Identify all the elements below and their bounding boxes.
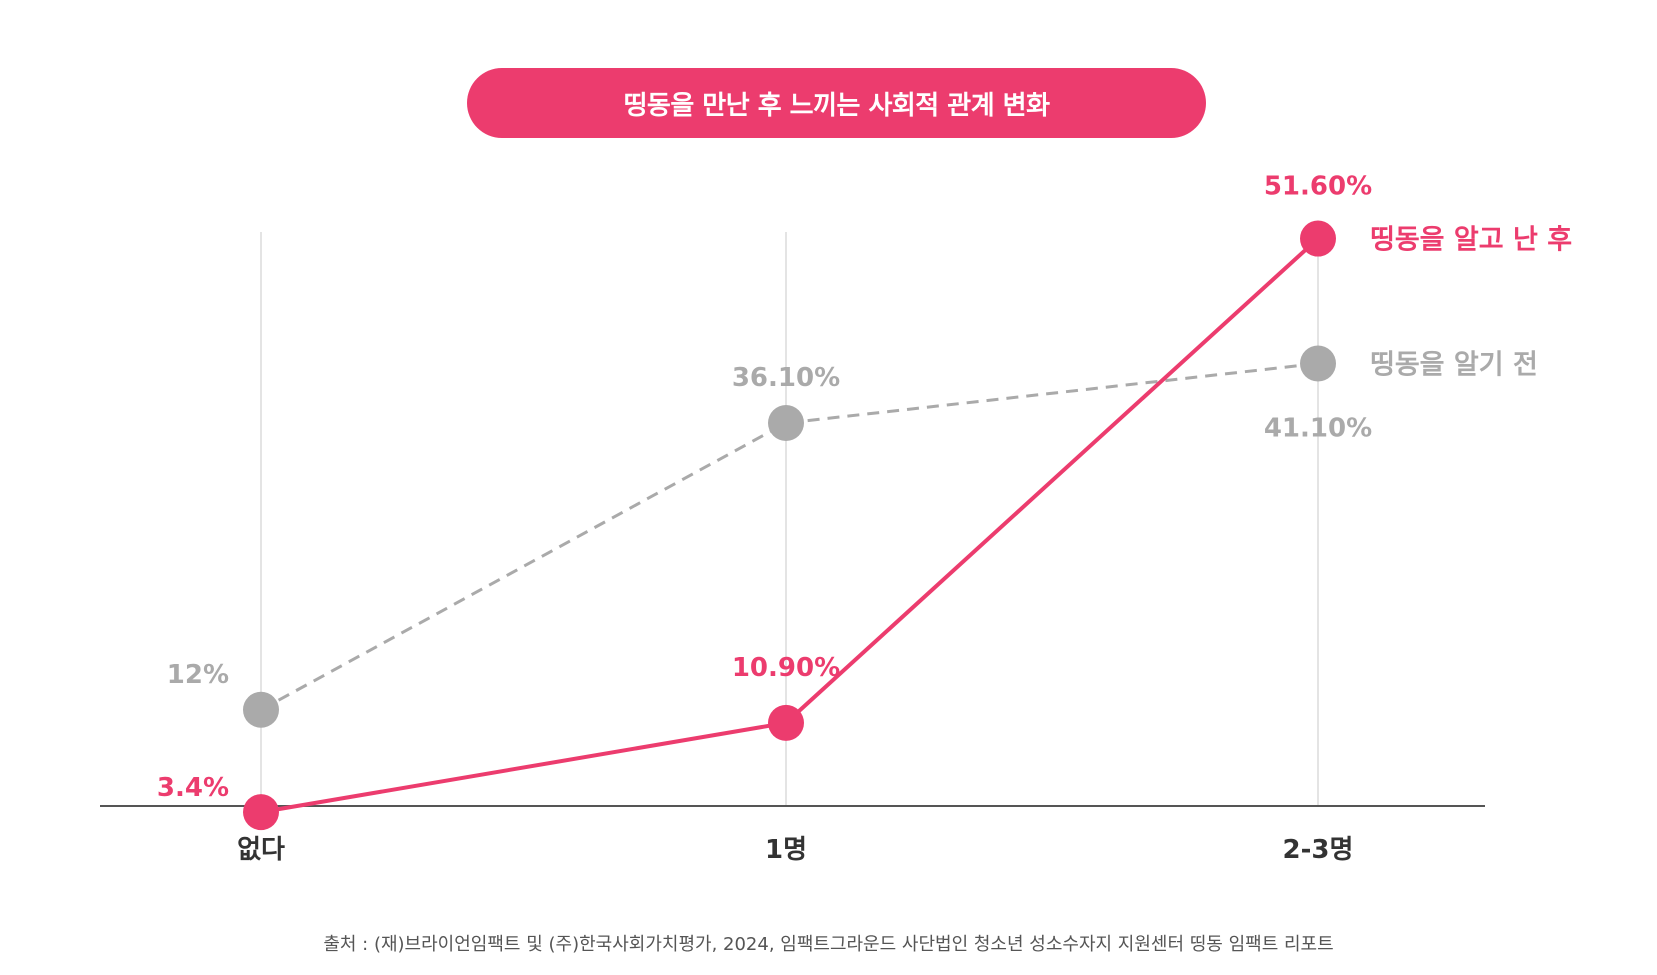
x-tick-label: 없다 xyxy=(237,835,285,865)
chart-title: 띵동을 만난 후 느끼는 사회적 관계 변화 xyxy=(623,90,1050,121)
data-label: 3.4% xyxy=(157,773,229,803)
data-point xyxy=(243,794,279,831)
data-label: 12% xyxy=(167,660,229,690)
data-point xyxy=(1300,220,1336,257)
x-tick-label: 1명 xyxy=(765,835,807,865)
data-point xyxy=(768,405,804,442)
data-point xyxy=(1300,345,1336,382)
chart-title-pill: 띵동을 만난 후 느끼는 사회적 관계 변화 xyxy=(467,68,1206,138)
data-label: 10.90% xyxy=(732,653,840,683)
source-note: 출처 : (재)브라이언임팩트 및 (주)한국사회가치평가, 2024, 임팩트… xyxy=(323,934,1334,955)
data-point xyxy=(243,691,279,728)
data-point xyxy=(768,704,804,741)
legend-label: 띵동을 알고 난 후 xyxy=(1370,225,1572,256)
x-tick-label: 2-3명 xyxy=(1283,835,1354,865)
data-label: 36.10% xyxy=(732,363,840,393)
data-label: 51.60% xyxy=(1264,172,1372,202)
data-label: 41.10% xyxy=(1264,414,1372,444)
legend-label: 띵동을 알기 전 xyxy=(1370,350,1538,381)
